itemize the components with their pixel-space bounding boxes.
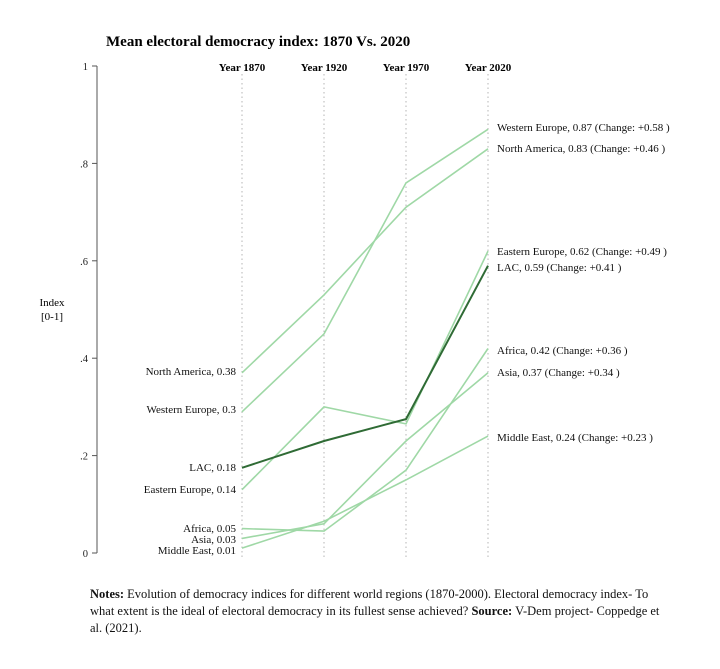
start-label-western-europe: Western Europe, 0.3 <box>146 404 236 416</box>
series-line-middle-east <box>241 435 489 549</box>
notes-label: Notes: <box>90 587 125 601</box>
x-tick-label: Year 1870 <box>219 62 266 74</box>
y-axis-label-line2: [0-1] <box>41 311 63 323</box>
start-label-asia: Asia, 0.03 <box>191 534 236 546</box>
start-label-north-america: North America, 0.38 <box>146 366 237 378</box>
x-tick-label: Year 2020 <box>465 62 512 74</box>
end-label-middle-east: Middle East, 0.24 (Change: +0.23 ) <box>497 432 653 444</box>
y-tick-label: .4 <box>80 354 89 365</box>
end-label-lac: LAC, 0.59 (Change: +0.41 ) <box>497 262 622 274</box>
start-label-africa: Africa, 0.05 <box>183 523 236 535</box>
series-line-north-america <box>241 148 489 374</box>
series-line-asia <box>241 372 489 540</box>
chart-notes: Notes: Evolution of democracy indices fo… <box>90 586 670 637</box>
series-line-eastern-europe <box>241 250 489 491</box>
start-label-lac: LAC, 0.18 <box>189 462 236 474</box>
start-label-middle-east: Middle East, 0.01 <box>158 545 236 557</box>
y-axis-label-line1: Index <box>39 297 65 309</box>
series-line-lac <box>241 265 489 469</box>
series-lines <box>241 128 489 549</box>
end-label-western-europe: Western Europe, 0.87 (Change: +0.58 ) <box>497 122 670 134</box>
y-axis: 0 .2 .4 .6 .8 1 <box>80 62 98 560</box>
series-line-western-europe <box>241 128 489 413</box>
x-axis-labels: Year 1870 Year 1920 Year 1970 Year 2020 <box>219 62 512 74</box>
end-labels: North America, 0.83 (Change: +0.46 ) West… <box>497 122 670 444</box>
line-chart: Mean electoral democracy index: 1870 Vs.… <box>39 34 670 560</box>
end-label-north-america: North America, 0.83 (Change: +0.46 ) <box>497 143 665 155</box>
source-text: V-Dem project- Coppedge et al. (2021). <box>90 604 660 635</box>
notes-text: Evolution of democracy indices for diffe… <box>90 587 649 618</box>
start-label-eastern-europe: Eastern Europe, 0.14 <box>144 484 237 496</box>
y-tick-label: 1 <box>83 62 88 73</box>
y-tick-label: .2 <box>80 452 88 463</box>
start-labels: North America, 0.38 Western Europe, 0.3 LA… <box>144 366 237 557</box>
x-tick-label: Year 1920 <box>301 62 348 74</box>
y-tick-label: .8 <box>80 159 88 170</box>
end-label-africa: Africa, 0.42 (Change: +0.36 ) <box>497 345 628 357</box>
source-label: Source: <box>471 604 513 618</box>
end-label-eastern-europe: Eastern Europe, 0.62 (Change: +0.49 ) <box>497 246 667 258</box>
x-tick-label: Year 1970 <box>383 62 430 74</box>
y-tick-label: .6 <box>80 257 88 268</box>
x-gridlines <box>241 74 489 557</box>
end-label-asia: Asia, 0.37 (Change: +0.34 ) <box>497 367 620 379</box>
chart-title: Mean electoral democracy index: 1870 Vs.… <box>106 34 410 50</box>
y-tick-label: 0 <box>83 549 88 560</box>
